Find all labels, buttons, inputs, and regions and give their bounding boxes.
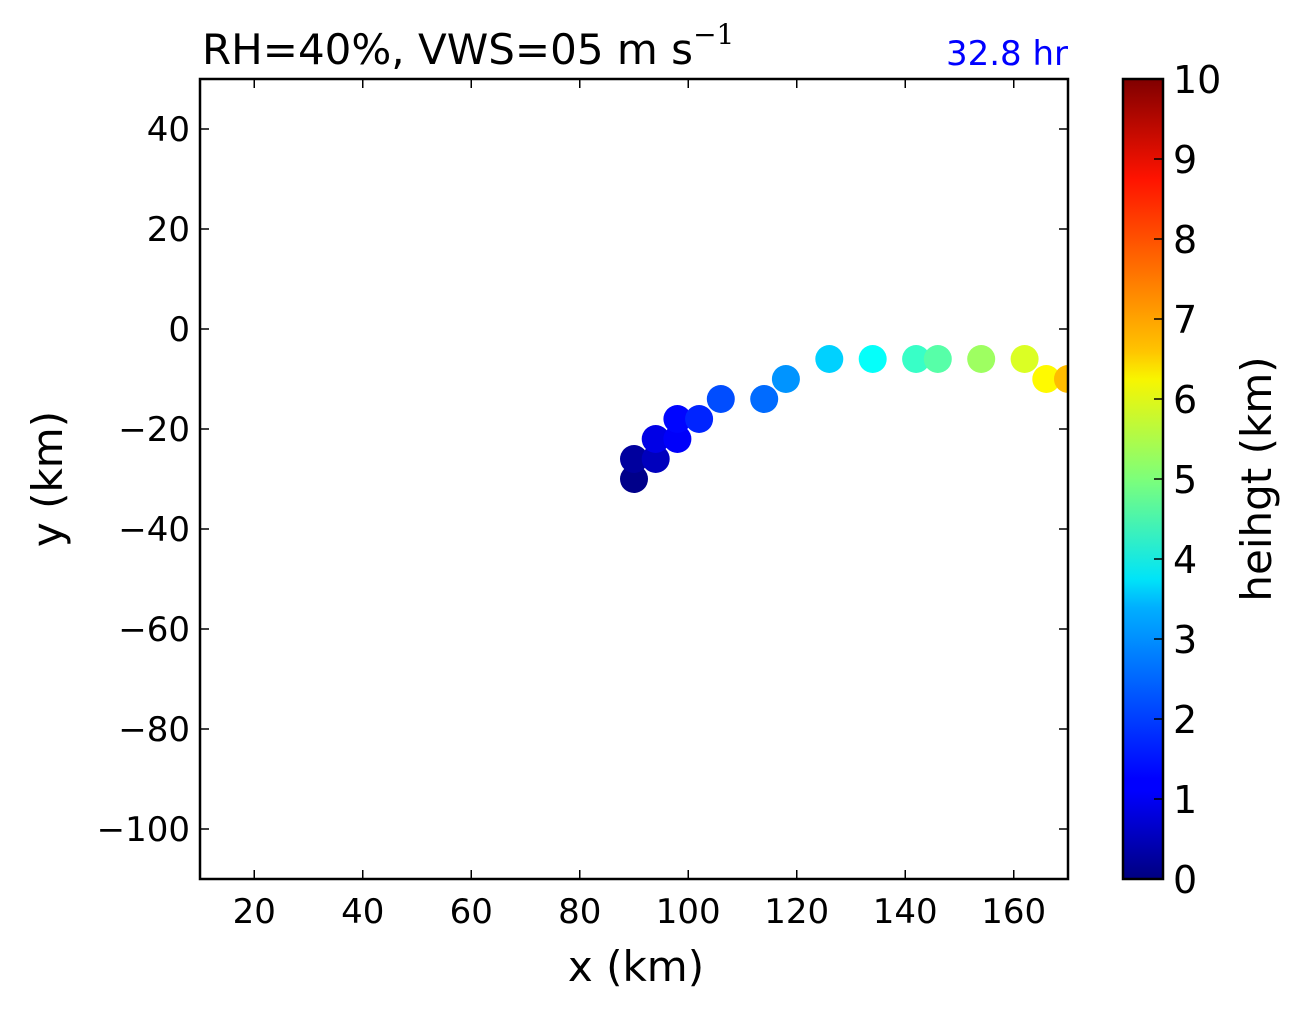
x-tick-label: 120 [764, 892, 829, 932]
y-tick-label: 40 [147, 110, 190, 150]
scatter-point [815, 345, 844, 373]
y-tick-label: −80 [118, 710, 190, 750]
colorbar-tick-label: 4 [1173, 538, 1197, 582]
colorbar-tick-label: 5 [1173, 458, 1197, 502]
x-tick-label: 160 [981, 892, 1046, 932]
y-axis-label: y (km) [23, 411, 72, 547]
scatter-point [923, 345, 952, 373]
scatter-point [1032, 365, 1061, 393]
title-superscript: −1 [693, 18, 734, 51]
scatter-point [706, 385, 735, 413]
y-tick-label: 20 [147, 210, 190, 250]
y-tick-label: −60 [118, 610, 190, 650]
x-tick-label: 40 [341, 892, 384, 932]
scatter-point [663, 405, 692, 433]
scatter-point [641, 425, 670, 453]
x-tick-label: 140 [873, 892, 938, 932]
scatter-point [902, 345, 931, 373]
x-tick-label: 60 [450, 892, 493, 932]
colorbar-tick-label: 2 [1173, 698, 1197, 742]
chart-title: RH=40%, VWS=05 m s−1 [202, 18, 734, 74]
scatter-point [1010, 345, 1039, 373]
scatter-point [663, 425, 692, 453]
colorbar-tick-label: 0 [1173, 858, 1197, 902]
x-tick-label: 20 [233, 892, 276, 932]
time-annotation: 32.8 hr [946, 34, 1068, 74]
colorbar-tick-label: 1 [1173, 778, 1197, 822]
y-tick-label: −20 [118, 410, 190, 450]
colorbar-tick-label: 3 [1173, 618, 1197, 662]
scatter-point [967, 345, 996, 373]
colorbar-tick-label: 6 [1173, 378, 1197, 422]
scatter-point [620, 445, 648, 473]
scatter-point [1054, 365, 1068, 393]
colorbar-tick-label: 10 [1173, 58, 1221, 102]
scatter-point [858, 345, 887, 373]
y-tick-label: −40 [118, 510, 190, 550]
x-tick-label: 100 [656, 892, 721, 932]
x-axis-ticks: 20 40 60 80 100 120 140 160 [233, 79, 1046, 932]
y-tick-label: −100 [97, 810, 190, 850]
x-tick-label: 80 [558, 892, 601, 932]
scatter-point [685, 405, 714, 433]
colorbar-tick-label: 7 [1173, 298, 1197, 342]
x-axis-label: x (km) [568, 942, 704, 991]
colorbar-label: heihgt (km) [1232, 356, 1281, 601]
y-tick-label: 0 [168, 310, 190, 350]
colorbar-tick-label: 9 [1173, 138, 1197, 182]
scatter-point [771, 365, 800, 393]
colorbar-ticks: 0 1 2 3 4 5 6 7 8 9 10 [1154, 58, 1221, 902]
y-axis-ticks: 40 20 0 −20 −40 −60 −80 −100 [97, 110, 1068, 850]
scatter-point [620, 465, 648, 493]
colorbar-tick-label: 8 [1173, 218, 1197, 262]
scatter-point [750, 385, 779, 413]
scatter-point [641, 445, 670, 473]
plot-frame [198, 77, 1070, 881]
scatter-points [620, 345, 1068, 493]
